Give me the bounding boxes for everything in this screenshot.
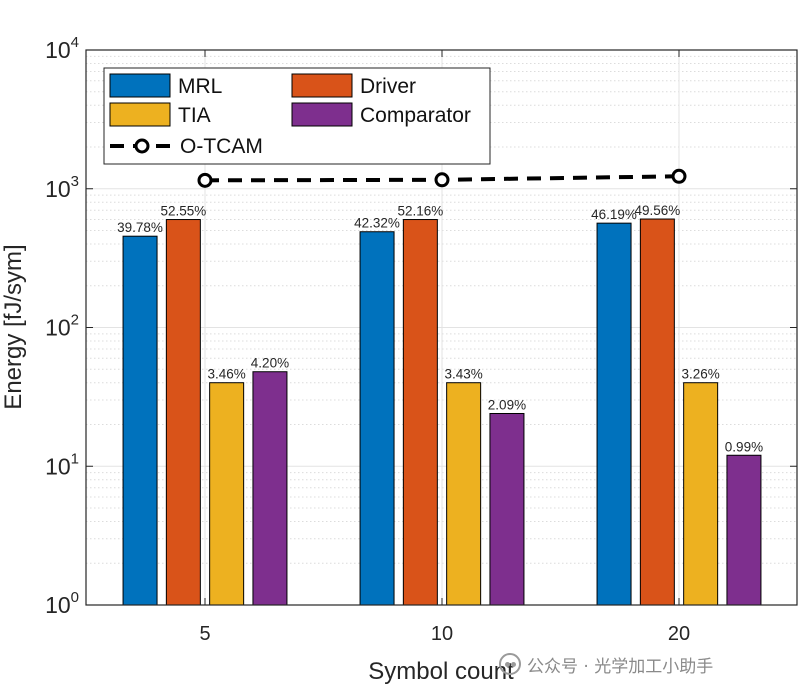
- bar-tia-20: [683, 382, 719, 606]
- bar-percent-labels: 39.78% 42.32% 46.19% 52.55% 52.16% 49.56% 3.46…: [117, 203, 763, 454]
- legend-swatch-tia: [109, 102, 171, 127]
- y-tick-label: 104: [45, 34, 79, 63]
- legend-label-driver: Driver: [360, 75, 416, 98]
- legend: MRL Driver TIA Comparator O-TCAM: [103, 67, 491, 165]
- bar-group: [122, 218, 762, 606]
- bar-label: 3.26%: [682, 367, 720, 382]
- legend-swatch-driver: [291, 73, 353, 98]
- bar-driver-10: [402, 219, 438, 606]
- bar-label: 42.32%: [354, 216, 400, 231]
- bar-tia-10: [446, 382, 482, 606]
- o-tcam-marker: [671, 168, 687, 184]
- watermark: 公众号 · 光学加工小助手: [499, 650, 713, 678]
- legend-swatch-mrl: [109, 73, 171, 98]
- bar-mrl-5: [122, 235, 158, 606]
- x-axis: 5 10 20: [199, 50, 690, 645]
- y-tick-label: 101: [45, 450, 79, 479]
- y-tick-label: 100: [45, 589, 79, 618]
- y-axis-title: Energy [fJ/sym]: [0, 244, 27, 409]
- x-tick-label: 5: [199, 623, 210, 645]
- bar-mrl-20: [596, 222, 632, 606]
- bar-label: 52.16%: [397, 204, 443, 219]
- watermark-text: 公众号 · 光学加工小助手: [527, 656, 714, 677]
- bar-mrl-10: [359, 231, 395, 606]
- bar-label: 46.19%: [591, 207, 637, 222]
- bar-tia-5: [209, 382, 245, 606]
- bar-comparator-20: [726, 454, 762, 606]
- bar-driver-20: [639, 218, 675, 606]
- o-tcam-marker: [434, 172, 450, 188]
- x-axis-title: Symbol count: [368, 658, 514, 685]
- bar-label: 4.20%: [251, 356, 289, 371]
- bar-label: 0.99%: [725, 439, 763, 454]
- legend-swatch-comparator: [291, 102, 353, 127]
- x-tick-label: 10: [431, 623, 453, 645]
- y-axis: 100 101 102 103 104: [45, 34, 797, 618]
- bar-label: 3.46%: [208, 367, 246, 382]
- x-tick-label: 20: [668, 623, 690, 645]
- legend-label-o-tcam: O-TCAM: [180, 135, 263, 158]
- bar-label: 3.43%: [445, 367, 483, 382]
- bar-comparator-5: [252, 371, 288, 606]
- bar-label: 39.78%: [117, 220, 163, 235]
- bar-comparator-10: [489, 412, 525, 606]
- bar-label: 49.56%: [634, 203, 680, 218]
- o-tcam-marker: [197, 172, 213, 188]
- legend-marker-o-tcam: [134, 138, 150, 154]
- o-tcam-line-group: [197, 168, 687, 188]
- y-tick-label: 102: [45, 312, 79, 341]
- bar-label: 52.55%: [160, 204, 206, 219]
- wechat-icon: [499, 653, 521, 675]
- y-tick-label: 103: [45, 173, 79, 202]
- legend-label-comparator: Comparator: [360, 104, 471, 127]
- legend-label-tia: TIA: [178, 104, 211, 127]
- legend-label-mrl: MRL: [178, 75, 222, 98]
- bar-driver-5: [165, 219, 201, 606]
- bar-label: 2.09%: [488, 397, 526, 412]
